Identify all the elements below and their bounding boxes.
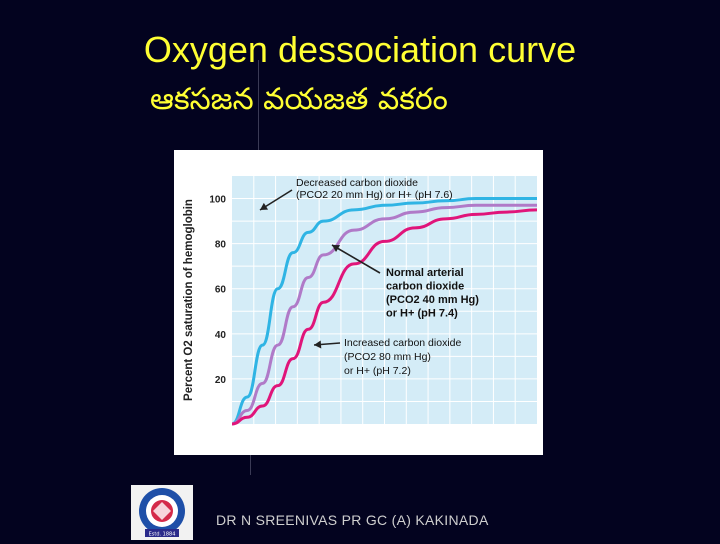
chart-svg: Percent O2 saturation of hemoglobin 20 40…	[183, 176, 538, 426]
y-tick-labels: 20 40 60 80 100	[209, 195, 226, 386]
curve-increased	[231, 208, 538, 426]
divider-line-top	[258, 60, 259, 150]
arrowhead-increased	[314, 340, 322, 349]
arrowhead-decreased	[260, 202, 269, 210]
y-axis-label: Percent O2 saturation of hemoglobin	[183, 199, 195, 401]
footer-credit: DR N SREENIVAS PR GC (A) KAKINADA	[216, 512, 489, 528]
annotation-decreased-line: (PCO2 20 mm Hg) or H+ (pH 7.6)	[296, 189, 453, 201]
y-tick-label: 100	[209, 195, 226, 206]
slide-subtitle: ఆకసజన వయజత వకరం	[150, 82, 448, 117]
curve-normal	[231, 203, 537, 426]
annotation-normal-line: carbon dioxide	[386, 281, 464, 293]
slide-title: Oxygen dessociation curve	[143, 29, 577, 70]
annotation-normal-line: Normal arterial	[386, 267, 464, 279]
annotations: Decreased carbon dioxide(PCO2 20 mm Hg) …	[259, 177, 479, 377]
annotation-increased-line: or H+ (pH 7.2)	[344, 365, 411, 377]
divider-line-bottom	[250, 455, 251, 475]
annotation-increased-line: (PCO2 80 mm Hg)	[344, 351, 431, 363]
y-tick-label: 80	[215, 240, 227, 251]
y-axis-label-group: Percent O2 saturation of hemoglobin	[183, 199, 195, 401]
curve-decreased	[231, 197, 537, 426]
college-logo: Estd. 1884	[131, 485, 193, 540]
y-tick-label: 40	[215, 330, 227, 341]
annotation-normal-line: or H+ (pH 7.4)	[386, 308, 458, 320]
curves	[231, 197, 538, 426]
oxygen-dissociation-chart: Percent O2 saturation of hemoglobin 20 40…	[174, 150, 543, 455]
logo-text: Estd. 1884	[149, 532, 176, 538]
annotation-increased-line: Increased carbon dioxide	[344, 337, 461, 349]
y-tick-label: 20	[215, 375, 227, 386]
arrow-normal	[331, 244, 381, 274]
annotation-normal-line: (PCO2 40 mm Hg)	[386, 294, 479, 306]
annotation-decreased-line: Decreased carbon dioxide	[296, 177, 418, 189]
arrowhead-normal	[332, 245, 341, 252]
y-tick-label: 60	[215, 285, 227, 296]
